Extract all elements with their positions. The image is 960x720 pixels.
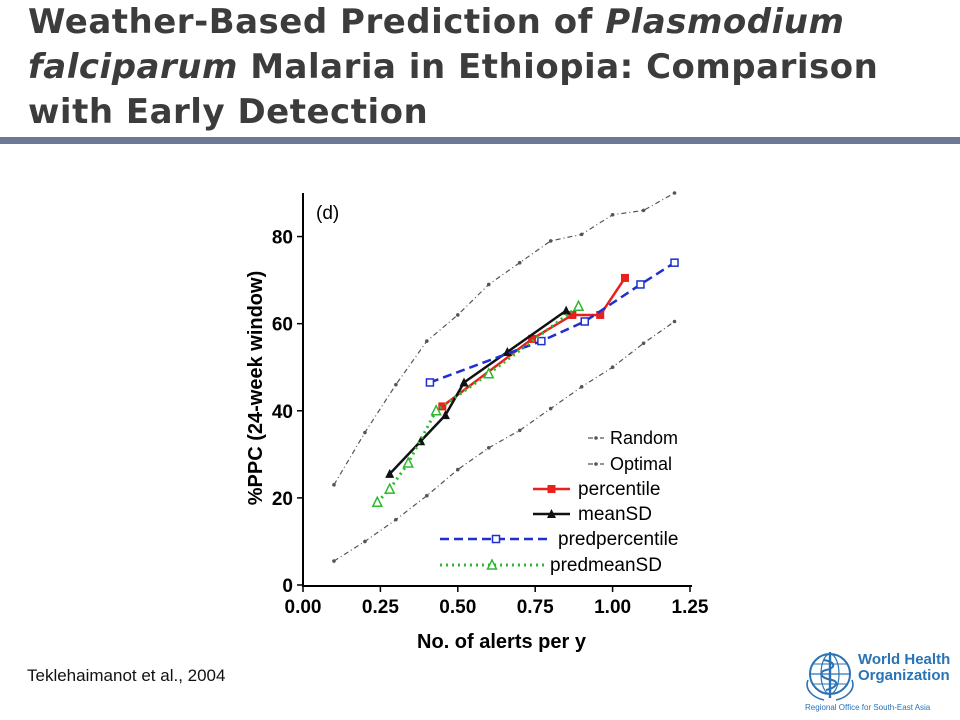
data-point-random	[332, 559, 336, 563]
data-point-predmeansd	[430, 404, 442, 416]
data-point-meansd	[459, 377, 469, 387]
legend-marker-optimal	[594, 462, 598, 466]
series-line-random	[333, 320, 675, 562]
title-text-1: Weather-Based Prediction of	[28, 2, 606, 42]
data-point-predmeansd	[483, 367, 495, 379]
title-text-2: Malaria in Ethiopia: Comparison with Ear…	[28, 47, 879, 132]
who-name: World Health Organization	[858, 652, 950, 684]
data-point-random	[425, 493, 429, 498]
data-point-random	[672, 319, 677, 324]
data-point-meansd	[385, 468, 395, 478]
data-point-predpercentile	[580, 317, 589, 326]
legend-marker-predpercentile	[491, 534, 501, 544]
title-rule	[0, 137, 960, 144]
who-logo: World Health Organization Regional Offic…	[800, 648, 960, 720]
title-species: Plasmodium falciparum	[28, 2, 845, 87]
series-line-predpercentile	[429, 261, 676, 384]
legend-label-predmeansd: predmeanSD	[550, 555, 662, 576]
data-point-optimal	[610, 212, 615, 217]
data-point-optimal	[641, 208, 646, 213]
y-axis-label: %PPC (24-week window)	[245, 271, 267, 506]
legend-marker-predmeansd	[486, 558, 498, 570]
slide-title: Weather-Based Prediction of Plasmodium f…	[28, 0, 938, 135]
who-name-line1: World Health	[858, 651, 951, 668]
x-tick-label: 0.25	[362, 597, 399, 618]
y-tick-label: 80	[272, 228, 293, 249]
legend-marker-percentile	[547, 485, 556, 493]
data-point-optimal	[363, 430, 367, 435]
data-point-percentile	[596, 310, 605, 319]
data-point-random	[517, 428, 522, 433]
data-point-predpercentile	[537, 336, 546, 346]
who-name-line2: Organization	[858, 667, 950, 684]
data-point-random	[394, 517, 398, 522]
x-tick-label: 1.25	[672, 597, 709, 618]
panel-label: (d)	[316, 203, 339, 224]
data-point-percentile	[528, 334, 537, 343]
data-point-percentile	[620, 273, 629, 282]
data-point-optimal	[425, 339, 429, 343]
series-line-predmeansd	[376, 305, 580, 504]
data-point-predpercentile	[670, 258, 679, 267]
y-tick-label: 40	[272, 402, 293, 423]
data-point-predmeansd	[572, 299, 585, 311]
x-axis-label: No. of alerts per y	[417, 631, 587, 653]
legend-marker-meansd	[547, 509, 556, 518]
who-region: Regional Office for South-East Asia	[805, 703, 931, 712]
data-point-optimal	[548, 239, 553, 243]
data-point-random	[610, 365, 615, 370]
data-point-random	[641, 341, 646, 346]
data-point-percentile	[438, 402, 447, 411]
data-point-optimal	[517, 260, 522, 265]
data-point-random	[486, 446, 491, 450]
data-point-meansd	[561, 305, 571, 315]
x-tick-label: 1.00	[594, 597, 631, 618]
y-tick-label: 0	[282, 576, 293, 597]
x-tick-label: 0.50	[439, 597, 476, 618]
data-point-predmeansd	[383, 482, 396, 494]
y-tick-label: 20	[272, 489, 293, 510]
data-point-random	[579, 385, 584, 389]
data-point-predmeansd	[402, 456, 414, 468]
legend-label-predpercentile: predpercentile	[558, 529, 678, 550]
data-point-optimal	[579, 232, 584, 237]
data-point-random	[456, 467, 460, 472]
legend-label-meansd: meanSD	[578, 504, 652, 525]
y-tick-label: 60	[272, 315, 293, 336]
data-point-random	[363, 539, 367, 544]
legend-label-percentile: percentile	[578, 479, 660, 500]
data-point-predpercentile	[425, 378, 435, 387]
data-point-random	[548, 406, 553, 411]
data-point-optimal	[394, 382, 398, 387]
who-emblem-icon	[806, 652, 854, 701]
data-point-optimal	[486, 282, 491, 287]
data-point-optimal	[672, 191, 677, 195]
data-point-percentile	[568, 310, 577, 319]
legend-label-random: Random	[610, 428, 678, 448]
legend-marker-random	[594, 436, 598, 440]
x-tick-label: 0.00	[285, 597, 322, 618]
data-point-optimal	[456, 313, 460, 317]
x-tick-label: 0.75	[517, 597, 554, 618]
citation: Teklehaimanot et al., 2004	[27, 666, 226, 685]
series-line-optimal	[333, 192, 675, 486]
data-point-optimal	[332, 483, 336, 487]
data-point-meansd	[440, 410, 450, 420]
legend-label-optimal: Optimal	[610, 454, 672, 474]
data-point-predpercentile	[636, 280, 645, 289]
data-point-predmeansd	[371, 495, 384, 507]
